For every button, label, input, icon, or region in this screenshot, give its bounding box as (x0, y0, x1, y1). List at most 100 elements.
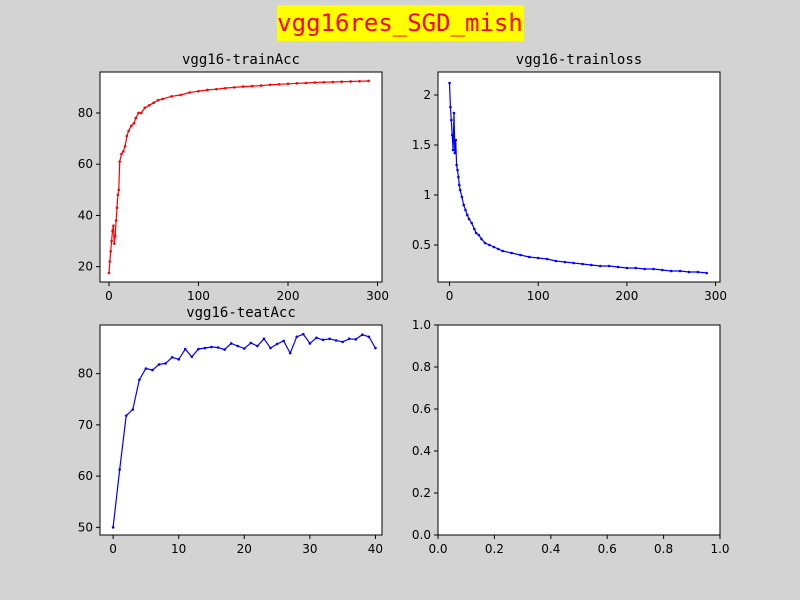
data-point (452, 111, 456, 115)
data-point (467, 217, 471, 221)
data-point (643, 267, 646, 271)
plot-area (99, 71, 383, 283)
data-point (340, 80, 344, 84)
data-point (661, 268, 664, 272)
data-point (374, 346, 377, 350)
x-tick-label: 20 (237, 542, 252, 556)
data-point (262, 337, 266, 341)
data-point (358, 79, 361, 83)
x-tick-label: 0.6 (598, 542, 617, 556)
data-point (116, 193, 120, 197)
data-point (147, 103, 151, 107)
data-point (259, 84, 263, 87)
y-tick-label: 1.0 (412, 318, 431, 332)
x-tick-label: 40 (368, 542, 383, 556)
data-point (607, 264, 611, 268)
data-point (457, 183, 461, 187)
data-point (241, 85, 245, 88)
data-point (367, 79, 370, 83)
data-point (563, 260, 567, 264)
data-point (497, 247, 500, 251)
data-point (132, 121, 136, 125)
data-point (302, 332, 305, 336)
x-tick-label: 0 (105, 289, 113, 303)
data-point (256, 344, 259, 348)
data-point (170, 355, 174, 359)
data-point (454, 138, 458, 142)
data-point (322, 80, 326, 84)
data-point (321, 338, 325, 342)
data-point (451, 148, 455, 152)
data-point (282, 339, 285, 343)
data-point (197, 89, 200, 93)
data-point (572, 261, 575, 265)
data-point (139, 111, 143, 115)
y-tick-label: 50 (78, 520, 93, 534)
data-point (137, 111, 140, 115)
data-point (152, 101, 156, 105)
y-tick-label: 60 (78, 469, 93, 483)
data-point (111, 229, 114, 233)
data-point (354, 338, 358, 341)
data-point (341, 340, 344, 344)
data-point (634, 266, 638, 270)
x-tick-label: 0.0 (428, 542, 447, 556)
data-point (156, 98, 160, 102)
data-point (242, 347, 246, 350)
data-point (554, 259, 558, 263)
data-point (286, 82, 290, 86)
data-point (113, 234, 117, 238)
data-point (616, 265, 620, 269)
data-point (117, 188, 121, 192)
data-point (206, 88, 209, 92)
x-tick-label: 100 (187, 289, 210, 303)
data-point (210, 345, 213, 349)
subplot-empty: 0.0 0.2 0.4 0.6 0.8 1.0 0.0 0.2 0.4 0.6 0.8 1.0 (412, 318, 730, 556)
data-point (536, 256, 540, 260)
x-tick-label: 200 (615, 289, 638, 303)
plot-area (437, 71, 721, 283)
data-point (249, 341, 253, 345)
data-point (120, 152, 123, 156)
data-point (107, 271, 111, 275)
data-point (123, 144, 127, 148)
axes-title: vgg16-teatAcc (186, 305, 296, 321)
data-point (625, 266, 629, 270)
data-point (108, 260, 112, 263)
data-point (144, 367, 148, 370)
data-point (197, 347, 200, 351)
data-point (473, 227, 476, 231)
data-point (229, 342, 233, 345)
data-point (115, 206, 119, 210)
data-point (450, 133, 454, 137)
data-point (458, 188, 462, 192)
data-point (114, 219, 118, 222)
x-tick-label: 0.2 (485, 542, 504, 556)
data-point (295, 335, 299, 339)
data-point (268, 83, 272, 87)
data-point (528, 255, 531, 259)
data-point (170, 95, 173, 98)
y-tick-label: 1 (423, 188, 431, 202)
data-point (188, 91, 191, 94)
data-point (349, 80, 352, 83)
data-point (236, 344, 240, 348)
suptitle-highlight (277, 5, 524, 41)
subplot-train-acc: vgg16-trainAcc 0 100 200 300 20 40 60 80 (78, 52, 389, 303)
y-tick-label: 0.5 (412, 238, 431, 252)
data-point (315, 336, 318, 340)
data-point (109, 249, 113, 253)
data-point (331, 80, 335, 84)
data-point (519, 253, 522, 257)
data-point (304, 81, 308, 85)
data-point (470, 221, 473, 225)
x-tick-label: 0 (109, 542, 117, 556)
data-point (334, 339, 338, 342)
data-point (590, 263, 593, 267)
data-point (121, 150, 125, 153)
data-point (183, 347, 187, 351)
subplot-test-acc: vgg16-teatAcc 0 10 20 30 40 50 60 70 80 (78, 305, 383, 556)
data-point (216, 346, 220, 349)
data-point (203, 346, 207, 350)
y-tick-label: 0.2 (412, 486, 431, 500)
